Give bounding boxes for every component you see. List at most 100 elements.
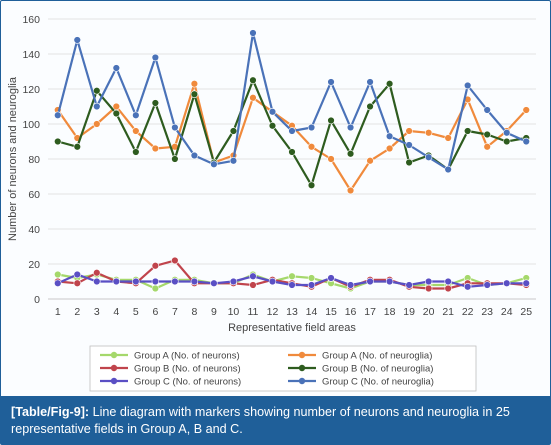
legend-item: Group A (No. of neuroglia)	[288, 351, 432, 362]
data-point	[503, 129, 511, 137]
data-point	[522, 279, 530, 287]
caption-text: Line diagram with markers showing number…	[11, 405, 510, 436]
data-point	[132, 127, 140, 135]
data-point	[346, 123, 355, 132]
data-point	[483, 281, 491, 289]
data-point	[385, 144, 394, 153]
legend-label: Group B (No. of neuroglia)	[322, 364, 433, 375]
x-tick-label: 3	[94, 306, 100, 318]
data-point	[171, 277, 179, 286]
data-point	[463, 283, 472, 291]
data-point	[288, 148, 296, 156]
data-point	[463, 81, 472, 90]
x-tick-label: 12	[267, 306, 279, 318]
caption-ref: [Table/Fig-9]:	[11, 405, 90, 419]
data-point	[366, 277, 374, 286]
data-point	[249, 272, 257, 280]
data-point	[424, 277, 433, 286]
series-5	[54, 270, 530, 291]
x-tick-label: 1	[55, 306, 61, 318]
data-point	[54, 137, 62, 146]
legend-label: Group A (No. of neurons)	[134, 351, 240, 362]
data-point	[190, 277, 199, 286]
data-point	[171, 155, 179, 163]
x-tick-label: 2	[74, 306, 80, 318]
data-point	[54, 279, 62, 287]
x-tick-label: 17	[364, 306, 376, 318]
y-tick-label: 120	[22, 84, 40, 96]
data-point	[93, 269, 101, 277]
data-point	[483, 130, 491, 139]
x-tick-label: 24	[501, 306, 513, 318]
x-tick-label: 23	[481, 306, 493, 318]
data-point	[190, 151, 199, 160]
x-axis-label: Representative field areas	[228, 322, 356, 334]
data-point	[483, 106, 491, 114]
legend-item: Group B (No. of neuroglia)	[288, 364, 433, 375]
data-point	[93, 277, 101, 286]
legend-item: Group C (No. of neurons)	[100, 377, 241, 388]
series-2	[54, 80, 530, 195]
x-tick-label: 20	[423, 306, 435, 318]
data-point	[385, 277, 394, 286]
data-point	[93, 102, 101, 111]
y-tick-label: 80	[28, 154, 40, 166]
data-point	[268, 122, 277, 130]
data-point	[229, 127, 238, 135]
data-point	[288, 281, 296, 289]
y-tick-label: 160	[22, 14, 40, 26]
data-point	[405, 141, 413, 149]
x-tick-label: 14	[306, 306, 318, 318]
legend-box	[89, 345, 477, 392]
data-point	[444, 134, 452, 142]
x-tick-label: 13	[286, 306, 298, 318]
x-tick-label: 5	[133, 306, 139, 318]
y-tick-label: 60	[28, 189, 40, 201]
y-tick-label: 0	[34, 294, 40, 306]
grid-lines	[48, 18, 536, 300]
data-point	[503, 279, 511, 287]
x-tick-label: 10	[228, 306, 240, 318]
data-point	[424, 153, 433, 161]
data-point	[229, 157, 238, 165]
data-point	[307, 123, 316, 132]
data-point	[346, 281, 355, 289]
data-point	[307, 281, 316, 289]
data-point	[346, 186, 355, 195]
data-point	[249, 281, 257, 289]
x-tick-label: 16	[345, 306, 357, 318]
data-point	[366, 102, 374, 111]
data-point	[346, 150, 355, 158]
data-point	[268, 277, 277, 286]
data-point	[54, 111, 62, 119]
legend-swatch-marker	[110, 377, 118, 385]
legend-item: Group A (No. of neurons)	[100, 351, 240, 362]
data-point	[522, 106, 530, 114]
data-point	[73, 143, 81, 151]
data-point	[210, 160, 218, 168]
data-point	[112, 64, 121, 72]
y-tick-label: 40	[28, 224, 40, 236]
legend-label: Group A (No. of neuroglia)	[322, 351, 432, 362]
data-point	[268, 108, 277, 116]
series-6	[54, 29, 530, 174]
x-tick-label: 25	[520, 306, 532, 318]
data-point	[151, 53, 160, 62]
figure-caption: [Table/Fig-9]: Line diagram with markers…	[1, 396, 550, 444]
data-point	[307, 143, 316, 151]
legend-item: Group C (No. of neuroglia)	[288, 377, 434, 388]
data-point	[73, 36, 81, 44]
data-point	[483, 143, 491, 151]
legend-item: Group B (No. of neurons)	[100, 364, 241, 375]
y-axis-label: Number of neurons and neuroglia	[7, 76, 19, 241]
data-point	[405, 127, 413, 135]
y-tick-label: 100	[22, 119, 40, 131]
legend-label: Group C (No. of neuroglia)	[322, 377, 434, 388]
data-point	[249, 29, 257, 37]
data-point	[444, 284, 452, 293]
data-point	[151, 144, 160, 153]
data-point	[151, 99, 160, 107]
data-point	[307, 181, 316, 189]
series-lines	[54, 29, 530, 293]
